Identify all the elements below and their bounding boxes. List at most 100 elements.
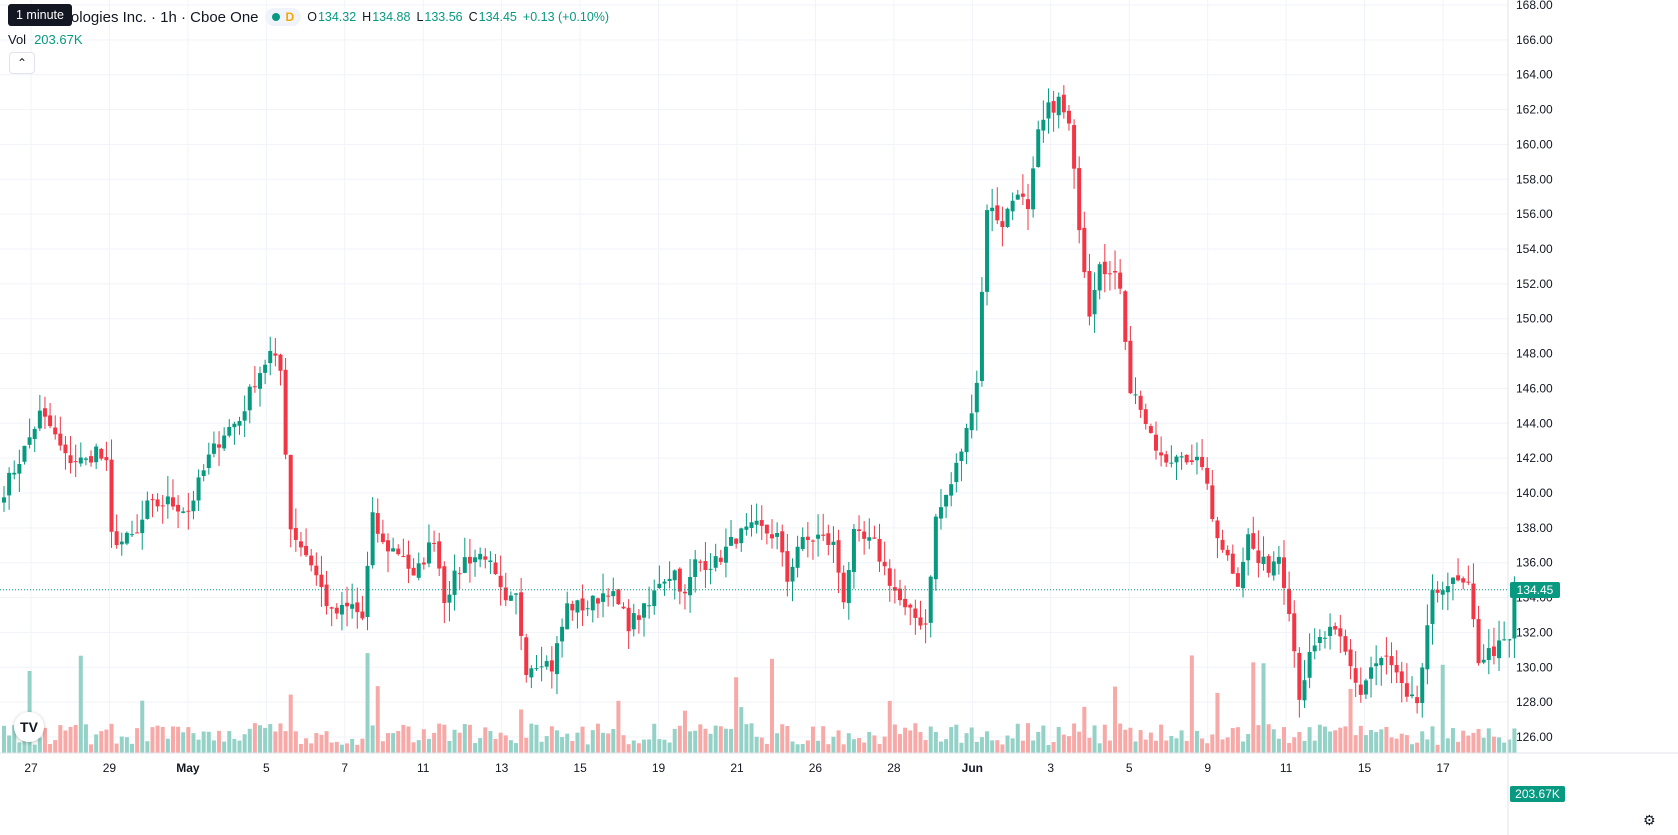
volume-bar: [1297, 731, 1302, 753]
price-tick-label: 156.00: [1516, 207, 1553, 221]
candle-body: [1445, 586, 1450, 593]
volume-bar: [63, 730, 68, 753]
candle-body: [396, 548, 401, 555]
candle-body: [1307, 651, 1312, 678]
volume-bar: [498, 732, 503, 753]
time-axis[interactable]: 27 29 May 5 7 11 13 15 19 21 26 28 Jun 3 5 9 11 15 17: [24, 761, 1450, 775]
volume-bar: [749, 723, 754, 753]
price-tick-label: 132.00: [1516, 625, 1553, 639]
candle-body: [979, 291, 984, 382]
volume-bar: [851, 739, 856, 753]
candle-body: [1128, 340, 1133, 394]
gear-icon[interactable]: ⚙: [1643, 812, 1656, 828]
volume-bar: [923, 740, 928, 753]
volume-bar: [1271, 729, 1276, 753]
candle-body: [242, 411, 247, 421]
candle-body: [258, 373, 262, 389]
candle-body: [186, 510, 191, 512]
volume-bar: [1194, 730, 1199, 753]
candle-body: [729, 536, 734, 546]
volume-bars: [2, 653, 1517, 753]
volume-bar: [1466, 735, 1471, 753]
volume-bar: [652, 723, 657, 753]
candle-body: [923, 623, 928, 625]
candle-body: [1051, 101, 1056, 113]
chevron-up-icon: ⌃: [16, 56, 28, 70]
candle-body: [831, 541, 836, 545]
volume-bar: [964, 733, 969, 753]
volume-bar: [1210, 734, 1215, 753]
candle-body: [862, 531, 867, 539]
candle-body: [268, 350, 273, 364]
candle-body: [1210, 485, 1215, 520]
candle-body: [130, 534, 134, 536]
candle-body: [1266, 556, 1271, 573]
candle-body: [1394, 665, 1399, 673]
volume-bar: [534, 724, 539, 753]
candle-body: [457, 573, 462, 575]
volume-bar: [892, 724, 897, 753]
volume-bar: [1363, 735, 1368, 753]
candle-body: [795, 546, 800, 568]
volume-bar: [350, 738, 355, 753]
volume-bar: [514, 743, 518, 753]
candle-body: [462, 557, 467, 573]
volume-bar: [1312, 740, 1317, 753]
candle-body: [1410, 694, 1414, 697]
volume-bar: [37, 737, 42, 753]
candle-body: [406, 554, 411, 569]
candle-body: [1440, 590, 1445, 595]
volume-bar: [1128, 727, 1133, 753]
symbol-title: r Technologies Inc. · 1h · Cboe One: [22, 8, 259, 26]
high-label: H: [362, 10, 372, 24]
time-tick-label: 15: [573, 761, 587, 775]
candle-body: [1005, 208, 1010, 228]
volume-bar: [754, 736, 759, 753]
volume-bar: [1415, 742, 1420, 753]
volume-bar: [698, 724, 703, 753]
candle-body: [739, 528, 744, 544]
candle-body: [1241, 561, 1246, 589]
candle-body: [7, 472, 12, 496]
volume-bar: [1420, 731, 1425, 753]
volume-bar: [1230, 728, 1235, 753]
collapse-legend-button[interactable]: ⌃: [9, 52, 35, 74]
candle-body: [985, 210, 990, 292]
volume-bar: [68, 726, 73, 753]
candle-body: [263, 364, 268, 373]
candle-body: [145, 500, 150, 519]
tradingview-logo-icon[interactable]: TV: [14, 712, 44, 742]
volume-bar: [53, 740, 58, 753]
market-status-pill[interactable]: D: [264, 8, 302, 26]
candle-body: [636, 615, 641, 620]
volume-bar: [554, 730, 559, 753]
volume-bar: [165, 738, 170, 753]
volume-bar: [913, 723, 918, 753]
open-value: 134.32: [317, 10, 357, 24]
volume-bar: [1179, 730, 1184, 753]
candle-body: [370, 512, 375, 566]
volume-bar: [324, 731, 329, 753]
volume-bar: [575, 732, 580, 753]
volume-bar: [447, 740, 452, 753]
candle-body: [754, 520, 759, 525]
volume-bar: [944, 739, 949, 753]
candle-body: [94, 446, 99, 463]
volume-bar: [723, 728, 728, 753]
volume-bar: [549, 726, 554, 753]
volume-bar: [1471, 732, 1476, 753]
candle-body: [770, 534, 774, 539]
candle-body: [32, 428, 37, 439]
candle-body: [211, 443, 216, 454]
candle-body: [426, 542, 431, 564]
volume-bar: [882, 736, 887, 753]
volume-value: 203.67K: [34, 32, 83, 47]
candle-body: [887, 568, 892, 586]
candle-body: [1292, 613, 1297, 652]
volume-badge: 203.67K: [1510, 786, 1565, 802]
volume-bar: [846, 733, 851, 753]
volume-bar: [1358, 725, 1363, 753]
candle-body: [560, 626, 565, 642]
